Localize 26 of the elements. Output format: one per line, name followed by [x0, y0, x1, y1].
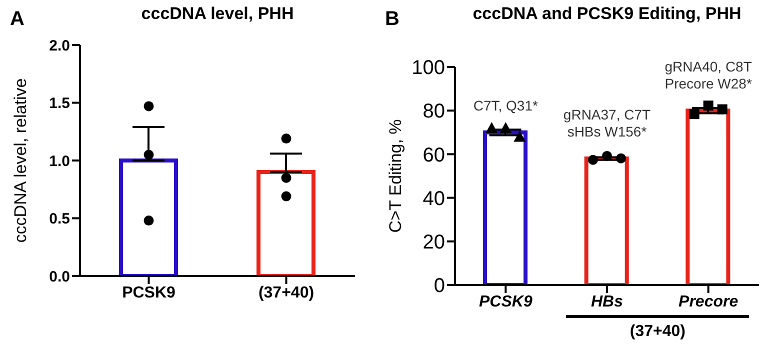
chart-title: cccDNA level, PHH — [140, 4, 295, 24]
y-tick-label: 60 — [422, 144, 445, 166]
x-tick-label: (37+40) — [258, 284, 314, 302]
text: A — [10, 8, 24, 31]
annotation: C7T, Q31* — [473, 97, 539, 114]
y-tick-label: 1.0 — [49, 152, 70, 170]
y-tick-label: 2.0 — [49, 37, 70, 54]
y-tick-label: 100 — [412, 57, 445, 80]
text: (37+40) — [628, 323, 686, 341]
x-tick-label: PCSK9 — [478, 293, 532, 310]
text: B — [385, 8, 400, 31]
annotation: gRNA40, C8T Precore W28* — [664, 58, 752, 92]
y-tick-label: 1.5 — [49, 95, 70, 112]
x-tick-label: HBs — [590, 293, 624, 310]
chart-title: cccDNA and PCSK9 Editing, PHH — [472, 4, 742, 24]
y-tick-label: 0.0 — [49, 268, 70, 286]
x-tick-label: Precore — [678, 293, 738, 310]
y-axis-title: cccDNA level, relative — [11, 78, 30, 243]
y-tick-label: 0.5 — [49, 210, 70, 228]
y-axis-title: C>T Editing, % — [386, 119, 406, 233]
y-tick-label: 0 — [434, 275, 445, 298]
annotation: gRNA37, C7T sHBs W156* — [563, 106, 652, 140]
x-tick-label: PCSK9 — [122, 284, 176, 302]
y-tick-label: 20 — [422, 232, 445, 254]
y-tick-label: 40 — [422, 188, 445, 210]
y-tick-label: 80 — [422, 100, 445, 123]
